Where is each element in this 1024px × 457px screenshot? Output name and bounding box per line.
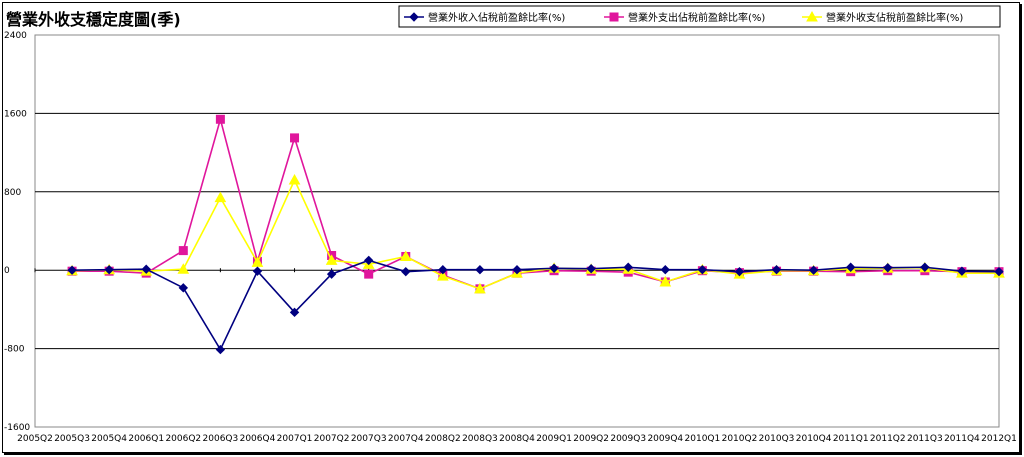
data-point [586, 264, 596, 274]
data-point [771, 265, 782, 275]
series-layer [66, 114, 1005, 355]
x-tick-label: 2008Q4 [499, 434, 535, 444]
legend-label: 營業外支出佔稅前盈餘比率(%) [628, 11, 765, 24]
data-point [177, 263, 190, 274]
data-point [475, 265, 485, 275]
data-point [438, 265, 448, 275]
data-point [409, 12, 419, 22]
y-tick-label: 2400 [4, 31, 27, 41]
x-tick-label: 2006Q3 [203, 434, 239, 444]
x-tick-label: 2007Q3 [351, 434, 387, 444]
data-point [251, 256, 264, 267]
series-1 [67, 255, 1004, 355]
data-point [549, 263, 559, 273]
data-point [609, 12, 619, 22]
data-point [660, 265, 671, 275]
x-tick-label: 2008Q2 [425, 434, 461, 444]
y-tick-label: 0 [4, 266, 10, 276]
legend-label: 營業外收支佔稅前盈餘比率(%) [826, 11, 963, 24]
x-tick-label: 2006Q4 [240, 434, 276, 444]
data-point [67, 265, 77, 275]
data-point [289, 307, 300, 318]
data-point [399, 250, 412, 261]
data-point [474, 282, 486, 294]
x-tick-label: 2010Q4 [796, 434, 832, 444]
data-point [806, 10, 818, 22]
data-point [141, 264, 151, 274]
x-tick-label: 2005Q2 [17, 434, 53, 444]
x-tick-label: 2009Q4 [647, 434, 683, 444]
series-line [72, 116, 999, 290]
y-tick-label: 1600 [4, 109, 27, 119]
data-point [623, 262, 633, 272]
data-point [252, 266, 263, 276]
data-point [845, 262, 856, 272]
data-point [957, 266, 967, 276]
plot-area [34, 34, 1000, 428]
series-line [72, 178, 999, 290]
x-tick-label: 2005Q3 [54, 434, 90, 444]
x-tick-label: 2006Q1 [128, 434, 164, 444]
data-point [104, 265, 114, 275]
y-tick-label: -1600 [4, 423, 30, 433]
x-tick-label: 2012Q1 [981, 434, 1017, 444]
x-tick-label: 2010Q1 [685, 434, 721, 444]
data-point [734, 266, 745, 277]
x-tick-label: 2007Q1 [277, 434, 313, 444]
data-point [920, 262, 930, 272]
data-point [178, 246, 188, 256]
chart-title: 營業外收支穩定度圖(季) [6, 10, 181, 29]
legend-box [398, 5, 1001, 28]
x-tick-label: 2011Q1 [833, 434, 869, 444]
data-point [401, 266, 411, 277]
data-point [214, 191, 227, 203]
x-tick-label: 2008Q3 [462, 434, 498, 444]
data-point [325, 254, 338, 265]
x-tick-label: 2010Q2 [722, 434, 758, 444]
x-tick-label: 2010Q3 [759, 434, 795, 444]
data-point [326, 269, 337, 279]
series-line [72, 259, 1000, 352]
y-tick-label: -800 [4, 345, 25, 355]
x-tick-label: 2011Q2 [870, 434, 906, 444]
data-point [659, 275, 672, 287]
data-point [215, 344, 226, 355]
data-point [808, 265, 819, 275]
x-axis-tick-labels: 2005Q2 2005Q3 2005Q4 2006Q1 2006Q2 2006Q3 2006… [17, 434, 1017, 444]
data-point [364, 269, 374, 279]
x-tick-label: 2005Q4 [91, 434, 127, 444]
x-tick-label: 2007Q4 [388, 434, 424, 444]
data-point [994, 266, 1004, 277]
x-tick-label: 2011Q4 [944, 434, 980, 444]
data-point [436, 270, 449, 281]
x-tick-label: 2011Q3 [907, 434, 943, 444]
x-tick-label: 2006Q2 [165, 434, 201, 444]
data-point [883, 263, 893, 273]
y-tick-label: 800 [4, 188, 21, 198]
x-tick-label: 2009Q1 [536, 434, 572, 444]
y-axis-tick-labels: 2400 1600 800 0 -800 -1600 [4, 31, 30, 433]
x-tick-label: 2009Q3 [610, 434, 646, 444]
data-point [290, 133, 300, 143]
x-tick-label: 2007Q2 [314, 434, 350, 444]
data-point [178, 283, 189, 293]
data-point [697, 265, 708, 275]
data-point [512, 265, 522, 275]
x-tick-label: 2009Q2 [573, 434, 609, 444]
data-point [215, 114, 225, 124]
data-point [288, 174, 301, 185]
data-point [363, 255, 374, 266]
legend-label: 營業外收入佔稅前盈餘比率(%) [428, 11, 565, 24]
legend: 營業外收入佔稅前盈餘比率(%) 營業外支出佔稅前盈餘比率(%) 營業外收支佔稅前盈餘… [398, 5, 1001, 28]
